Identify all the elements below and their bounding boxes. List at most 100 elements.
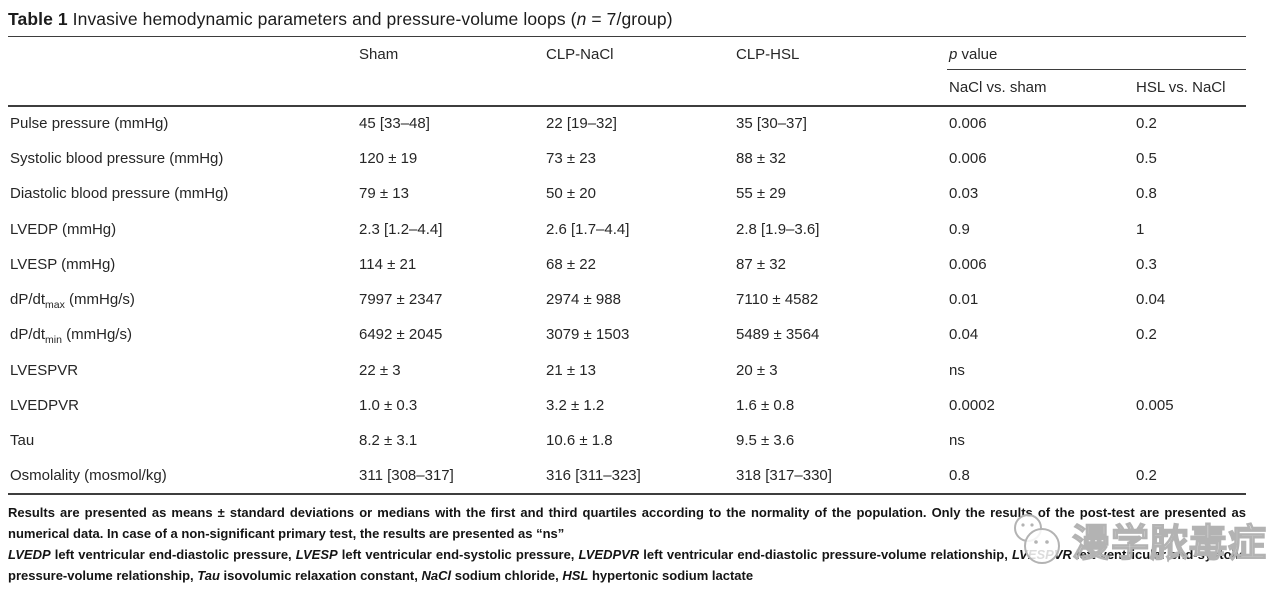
table-title-text: Invasive hemodynamic parameters and pres… xyxy=(67,9,577,29)
row-value: 73 ± 23 xyxy=(546,149,596,167)
table-row: Tau 8.2 ± 3.1 10.6 ± 1.8 9.5 ± 3.6 ns xyxy=(8,423,1246,458)
row-parameter: dP/dtmax (mmHg/s) xyxy=(10,291,135,311)
row-value: 0.04 xyxy=(1136,291,1166,309)
row-value: 2.6 [1.7–4.4] xyxy=(546,220,630,238)
row-value: 0.3 xyxy=(1136,255,1157,273)
row-value: 10.6 ± 1.8 xyxy=(546,432,613,450)
col-header-p-value: p value xyxy=(947,36,1246,70)
table-row: LVEDP (mmHg) 2.3 [1.2–4.4] 2.6 [1.7–4.4] 2.… xyxy=(8,211,1246,246)
hemodynamic-table: Sham CLP-NaCl CLP-HSL p value NaCl vs. s… xyxy=(8,36,1246,495)
row-parameter: Systolic blood pressure (mmHg) xyxy=(10,149,224,167)
abbreviation-term: NaCl xyxy=(421,568,452,584)
row-value xyxy=(1134,353,1246,388)
row-parameter: Pulse pressure (mmHg) xyxy=(10,115,169,133)
row-value: 2.8 [1.9–3.6] xyxy=(736,220,820,238)
row-value: 0.8 xyxy=(949,467,970,485)
abbreviation-term: LVESPVR xyxy=(1011,547,1072,563)
row-value: 20 ± 3 xyxy=(736,361,778,379)
row-value: 0.2 xyxy=(1136,115,1157,133)
row-value: 2.3 [1.2–4.4] xyxy=(359,220,443,238)
abbreviation-term: LVEDPVR xyxy=(578,547,640,563)
row-value: 311 [308–317] xyxy=(359,467,454,485)
row-value: 21 ± 13 xyxy=(546,361,596,379)
row-parameter: Tau xyxy=(10,432,35,450)
row-value: 50 ± 20 xyxy=(546,185,596,203)
table-row: dP/dtmax (mmHg/s) 7997 ± 2347 2974 ± 988 71… xyxy=(8,282,1246,317)
row-value: 0.006 xyxy=(949,255,987,273)
row-value: 8.2 ± 3.1 xyxy=(359,432,418,450)
row-value: 55 ± 29 xyxy=(736,185,786,203)
row-value: 114 ± 21 xyxy=(359,255,417,273)
footnote-abbreviations: LVEDP left ventricular end-diastolic pre… xyxy=(8,547,1247,584)
row-value: 316 [311–323] xyxy=(546,467,641,485)
footnote-results: Results are presented as means ± standar… xyxy=(8,504,1246,541)
table-title-n: n xyxy=(576,9,587,29)
abbreviation-term: LVESP xyxy=(295,547,338,563)
row-value: 0.04 xyxy=(949,326,979,344)
row-value: ns xyxy=(949,361,965,379)
table-row: Systolic blood pressure (mmHg) 120 ± 19 73… xyxy=(8,141,1246,176)
row-value: 68 ± 22 xyxy=(546,255,596,273)
table-body: Pulse pressure (mmHg) 45 [33–48] 22 [19–32… xyxy=(8,106,1246,494)
row-parameter: Osmolality (mosmol/kg) xyxy=(10,467,167,485)
table-row: Osmolality (mosmol/kg) 311 [308–317] 316 [… xyxy=(8,458,1246,493)
row-parameter: LVESP (mmHg) xyxy=(10,255,116,273)
row-parameter: LVEDPVR xyxy=(10,397,79,415)
row-value: 7110 ± 4582 xyxy=(736,291,819,309)
table-row: dP/dtmin (mmHg/s) 6492 ± 2045 3079 ± 1503 5… xyxy=(8,317,1246,352)
row-value: 3079 ± 1503 xyxy=(546,326,630,344)
row-value: 0.006 xyxy=(949,115,987,133)
row-value: 6492 ± 2045 xyxy=(359,326,443,344)
header-row-comparisons: NaCl vs. sham HSL vs. NaCl xyxy=(8,69,1246,107)
table-title: Table 1 Invasive hemodynamic parameters … xyxy=(8,9,1245,30)
header-row-groups: Sham CLP-NaCl CLP-HSL p value xyxy=(8,36,1246,70)
table-row: LVEDPVR 1.0 ± 0.3 3.2 ± 1.2 1.6 ± 0.8 0.0002… xyxy=(8,388,1246,423)
table-row: Diastolic blood pressure (mmHg) 79 ± 13 50… xyxy=(8,176,1246,211)
row-value: 79 ± 13 xyxy=(359,185,409,203)
row-value: 88 ± 32 xyxy=(736,149,786,167)
row-value: 0.2 xyxy=(1136,467,1157,485)
row-value: 9.5 ± 3.6 xyxy=(736,432,795,450)
row-value: 1.6 ± 0.8 xyxy=(736,397,795,415)
row-value: 0.0002 xyxy=(949,397,995,415)
abbreviation-term: HSL xyxy=(562,568,589,584)
subscript: min xyxy=(45,333,62,346)
row-value: 318 [317–330] xyxy=(736,467,832,485)
col-header-hsl-vs-nacl: HSL vs. NaCl xyxy=(1134,69,1246,107)
row-value: 7997 ± 2347 xyxy=(359,291,443,309)
row-value: 3.2 ± 1.2 xyxy=(546,397,605,415)
row-value: 120 ± 19 xyxy=(359,149,418,167)
row-value: 35 [30–37] xyxy=(736,115,807,133)
row-value: 0.5 xyxy=(1136,149,1157,167)
row-parameter: Diastolic blood pressure (mmHg) xyxy=(10,185,229,203)
table-row: Pulse pressure (mmHg) 45 [33–48] 22 [19–32… xyxy=(8,106,1246,141)
abbreviation-term: Tau xyxy=(197,568,220,584)
row-value: 5489 ± 3564 xyxy=(736,326,820,344)
col-header-sham: Sham xyxy=(359,45,399,63)
row-parameter: LVEDP (mmHg) xyxy=(10,220,117,238)
row-value: 1 xyxy=(1136,220,1145,238)
col-header-parameter-empty xyxy=(8,37,357,70)
header-spacer xyxy=(8,69,947,107)
row-value: 0.005 xyxy=(1136,397,1174,415)
table-row: LVESP (mmHg) 114 ± 21 68 ± 22 87 ± 32 0.006 0… xyxy=(8,247,1246,282)
row-value: 0.006 xyxy=(949,149,987,167)
table-footnotes: Results are presented as means ± standar… xyxy=(8,502,1246,587)
row-value: ns xyxy=(949,432,965,450)
abbreviation-term: LVEDP xyxy=(8,547,51,563)
row-value: 87 ± 32 xyxy=(736,255,786,273)
table-title-tail: = 7/group) xyxy=(586,9,673,29)
col-header-nacl-vs-sham: NaCl vs. sham xyxy=(947,69,1134,107)
table-label: Table 1 xyxy=(8,9,68,29)
subscript: max xyxy=(45,298,65,311)
row-value: 0.03 xyxy=(949,185,979,203)
row-value: 22 [19–32] xyxy=(546,115,617,133)
row-value xyxy=(1134,423,1246,458)
row-value: 45 [33–48] xyxy=(359,115,430,133)
table-header: Sham CLP-NaCl CLP-HSL p value NaCl vs. s… xyxy=(8,36,1246,107)
col-header-clp-hsl: CLP-HSL xyxy=(736,45,800,63)
row-value: 1.0 ± 0.3 xyxy=(359,397,418,415)
row-value: 0.9 xyxy=(949,220,970,238)
p-value-italic-p: p xyxy=(949,45,958,63)
